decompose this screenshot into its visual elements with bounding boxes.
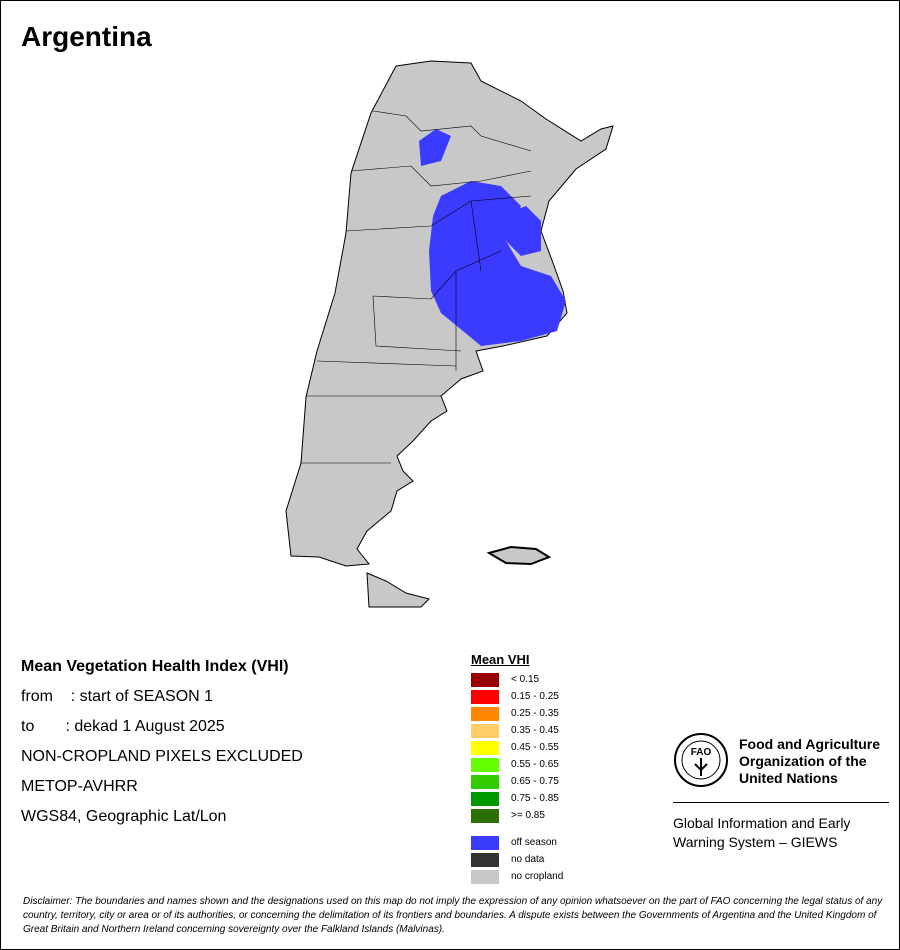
legend-swatch xyxy=(471,706,499,721)
legend-item: 0.65 - 0.75 xyxy=(471,773,563,790)
map-title: Argentina xyxy=(21,21,152,52)
off-season-region xyxy=(429,181,566,346)
legend-label: >= 0.85 xyxy=(511,810,545,821)
giews-name: Global Information and Early Warning Sys… xyxy=(673,815,851,850)
divider xyxy=(673,802,889,803)
vhi-map xyxy=(285,60,614,608)
info-to: to : dekad 1 August 2025 xyxy=(21,718,225,735)
legend-item: 0.35 - 0.45 xyxy=(471,722,563,739)
legend-label: 0.25 - 0.35 xyxy=(511,708,559,719)
legend-label: 0.45 - 0.55 xyxy=(511,742,559,753)
info-heading: Mean Vegetation Health Index (VHI) xyxy=(21,658,289,675)
info-from: from : start of SEASON 1 xyxy=(21,688,214,705)
info-mask: NON-CROPLAND PIXELS EXCLUDED xyxy=(21,748,303,765)
svg-text:FAO: FAO xyxy=(691,747,712,758)
legend-item: no cropland xyxy=(471,868,563,885)
legend-swatch xyxy=(471,852,499,867)
legend-item: no data xyxy=(471,851,563,868)
legend-swatch xyxy=(471,808,499,823)
legend-swatch xyxy=(471,757,499,772)
falkland-islands xyxy=(486,545,552,566)
legend-swatch xyxy=(471,774,499,789)
legend-label: 0.35 - 0.45 xyxy=(511,725,559,736)
off-season-region-ne xyxy=(501,206,541,256)
legend-label: off season xyxy=(511,837,557,848)
fao-logo-icon: FAO xyxy=(674,733,728,787)
legend-item: < 0.15 xyxy=(471,671,563,688)
legend-swatch xyxy=(471,672,499,687)
legend-item: 0.55 - 0.65 xyxy=(471,756,563,773)
legend-item: off season xyxy=(471,834,563,851)
legend-label: < 0.15 xyxy=(511,674,540,685)
legend-swatch xyxy=(471,740,499,755)
legend: Mean VHI < 0.15 0.15 - 0.25 0.25 - 0.35 0.3… xyxy=(471,652,563,885)
legend-label: 0.15 - 0.25 xyxy=(511,691,559,702)
legend-swatch xyxy=(471,723,499,738)
legend-swatch xyxy=(471,791,499,806)
legend-swatch xyxy=(471,835,499,850)
tierra-del-fuego xyxy=(366,572,430,608)
legend-label: 0.65 - 0.75 xyxy=(511,776,559,787)
info-sensor: METOP-AVHRR xyxy=(21,778,138,795)
legend-item: >= 0.85 xyxy=(471,807,563,824)
legend-label: no cropland xyxy=(511,871,564,882)
legend-label: 0.75 - 0.85 xyxy=(511,793,559,804)
legend-item: 0.15 - 0.25 xyxy=(471,688,563,705)
legend-label: 0.55 - 0.65 xyxy=(511,759,559,770)
legend-swatch xyxy=(471,869,499,884)
disclaimer: Disclaimer: The boundaries and names sho… xyxy=(23,896,883,935)
legend-item: 0.25 - 0.35 xyxy=(471,705,563,722)
fao-name: Food and Agriculture Organization of the… xyxy=(739,736,881,786)
info-projection: WGS84, Geographic Lat/Lon xyxy=(21,808,227,825)
legend-item: 0.45 - 0.55 xyxy=(471,739,563,756)
legend-swatch xyxy=(471,689,499,704)
off-season-region-n xyxy=(419,129,451,166)
province-boundaries xyxy=(301,110,532,464)
legend-title: Mean VHI xyxy=(471,652,530,667)
legend-item: 0.75 - 0.85 xyxy=(471,790,563,807)
legend-label: no data xyxy=(511,854,545,865)
